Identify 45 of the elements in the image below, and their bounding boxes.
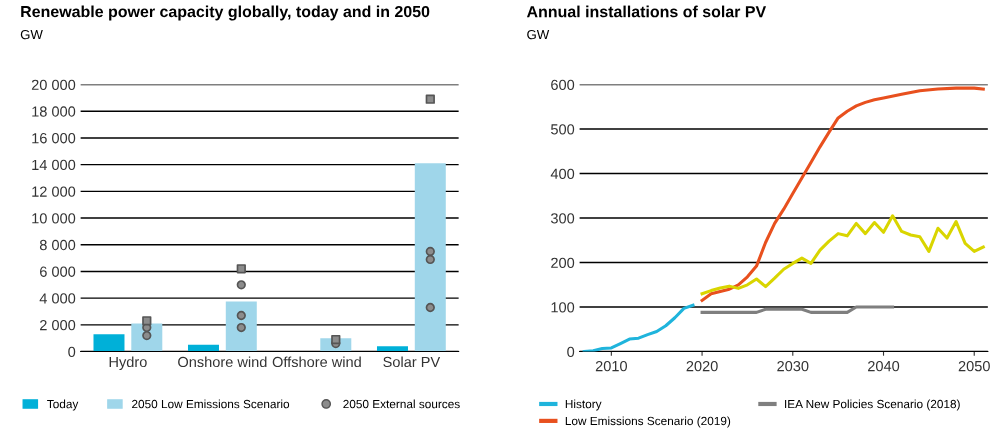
line-series [700,86,985,302]
bar [414,163,446,352]
y-tick-label: 16 000 [32,133,76,144]
bar [225,301,257,352]
y-tick-label: 100 [551,302,575,313]
y-tick-label: 10 000 [32,213,76,224]
x-tick-label: 2040 [868,360,900,372]
y-tick-label: 300 [550,213,575,224]
x-tick-label: Offshore wind [272,356,361,368]
y-tick-label: 400 [550,168,575,179]
x-tick-label: 2050 [958,360,990,372]
y-tick-label: 2 000 [40,319,76,331]
line-series [582,303,695,352]
bar [187,344,219,352]
chart-title: Annual installations of solar PV [526,5,767,18]
x-tick-label: 2030 [777,360,809,372]
y-tick-label: 4 000 [39,293,76,304]
legend-label: Today [47,399,79,411]
legend-label: 2050 Low Emissions Scenario [132,399,290,409]
x-tick-label: 2020 [686,360,718,372]
y-tick-label: 200 [551,257,575,268]
y-tick-label: 18 000 [32,106,76,117]
y-tick-label: 500 [550,124,575,135]
chart-title: Renewable power capacity globally, today and in 2050 [21,5,430,21]
x-tick-label: Solar PV [383,356,441,368]
x-tick-label: Hydro [109,356,147,371]
y-tick-label: 8 000 [39,239,76,251]
bar [376,346,408,352]
x-tick-label: 2010 [595,360,627,372]
y-tick-label: 20 000 [31,79,76,90]
legend-label: Low Emissions Scenario (2019) [565,416,731,428]
legend-label: IEA New Policies Scenario (2018) [785,399,960,411]
y-tick-label: 600 [551,79,575,90]
x-tick-label: Onshore wind [178,356,267,368]
legend-label: 2050 External sources [343,399,460,409]
y-tick-label: 6 000 [40,266,76,277]
y-axis-title: GW [527,29,550,40]
y-axis-title: GW [20,29,43,40]
line-series [700,214,985,296]
y-tick-label: 0 [567,346,575,357]
bar [93,334,125,352]
legend-label: History [565,399,602,411]
y-tick-label: 0 [68,346,76,357]
y-tick-label: 12 000 [32,186,76,197]
y-tick-label: 14 000 [32,159,76,171]
